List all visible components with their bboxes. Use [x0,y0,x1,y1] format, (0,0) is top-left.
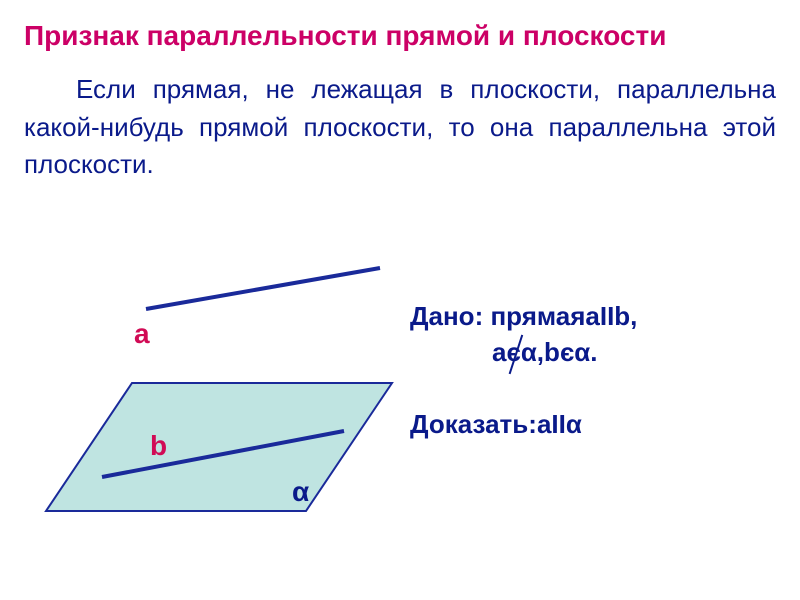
given-alpha-2: α. [574,336,597,370]
slide-page: Признак параллельности прямой и плоскост… [0,0,800,600]
prove-relation: aΙΙα [537,408,582,442]
given-line-1: Дано: прямая aΙΙb, [410,300,780,334]
title: Признак параллельности прямой и плоскост… [24,18,776,53]
element-of-icon: є [560,336,574,370]
given-a: a [492,336,506,370]
plane-alpha [46,383,392,511]
theorem-statement: Если прямая, не лежащая в плоскости, пар… [24,71,776,184]
given-prove-block: Дано: прямая aΙΙb, a є α, b є α. Доказат… [410,300,780,441]
diagram-svg: a b α [34,255,394,565]
prove-prefix: Доказать: [410,408,537,442]
line-a [146,268,380,309]
given-parallel: aΙΙb, [585,300,637,334]
not-element-of-icon: є [506,336,520,370]
given-line-2: a є α, b є α. [410,336,780,370]
label-alpha: α [292,476,309,507]
label-a: a [134,318,150,349]
given-alpha-1: α, [521,336,544,370]
prove-line: Доказать: aΙΙα [410,408,780,442]
given-b: b [544,336,560,370]
given-prefix: Дано: прямая [410,300,585,334]
geometry-diagram: a b α [34,255,394,565]
label-b: b [150,430,167,461]
